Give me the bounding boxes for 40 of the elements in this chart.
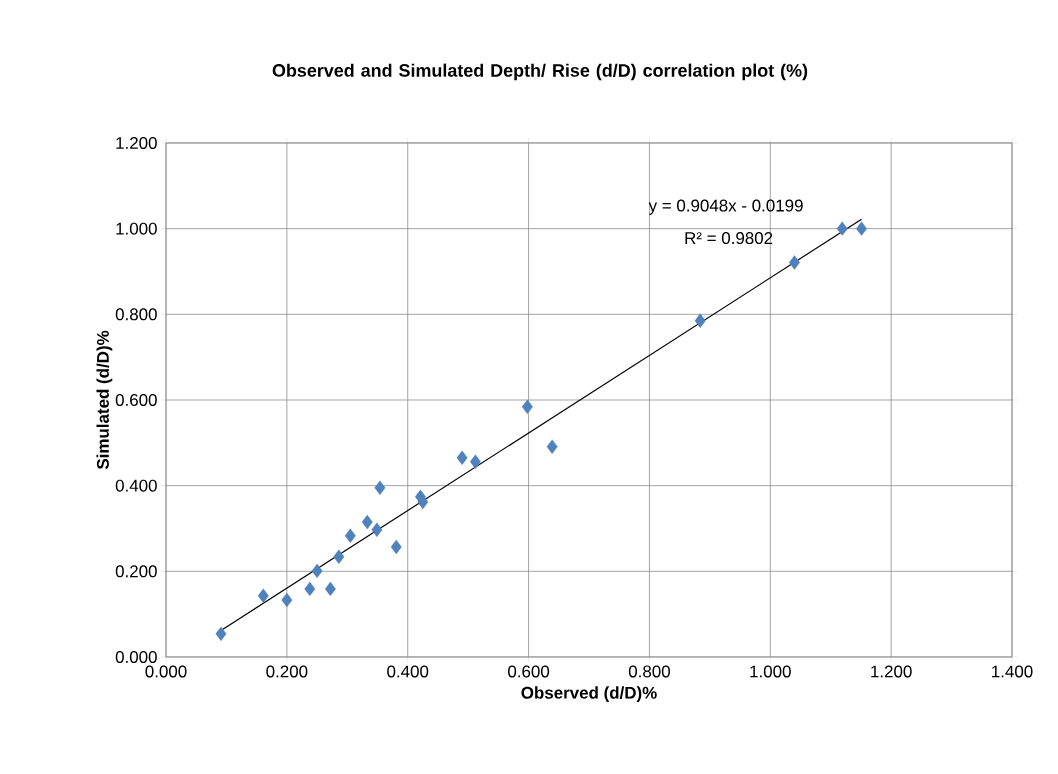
x-tick-label: 1.000 [750, 665, 791, 678]
point [374, 480, 386, 495]
x-tick-label: 1.400 [992, 665, 1033, 678]
y-tick-label: 0.800 [115, 308, 157, 321]
annotation: y = 0.9048x - 0.0199 [648, 199, 803, 215]
point [856, 221, 867, 236]
point [257, 588, 269, 603]
point [789, 255, 800, 270]
point [546, 439, 558, 454]
y-tick-label: 0.600 [115, 393, 157, 406]
chart-title: Observed and Simulated Depth/ Rise (d/D) correlation plot (%) [272, 63, 808, 81]
point [390, 539, 402, 555]
x-tick-label: 0.200 [266, 665, 308, 678]
x-axis-title: Observed (d/D)% [521, 686, 657, 703]
x-tick-label: 0.000 [145, 665, 187, 678]
point [304, 581, 316, 597]
point [324, 581, 336, 597]
x-tick-label: 0.400 [387, 665, 429, 678]
point [694, 313, 706, 328]
y-tick-label: 1.000 [116, 222, 157, 235]
point [311, 563, 323, 579]
point [456, 450, 468, 465]
annotation: R² = 0.9802 [685, 232, 773, 245]
point [361, 514, 373, 530]
y-tick-label: 0.000 [115, 650, 157, 663]
point [836, 221, 848, 236]
y-axis-title: Simulated (d/D)% [96, 330, 113, 470]
point [521, 399, 533, 415]
point [215, 626, 227, 642]
y-tick-label: 0.400 [115, 479, 157, 492]
x-tick-label: 0.600 [508, 665, 550, 678]
point [344, 528, 356, 543]
point [333, 549, 345, 564]
x-tick-label: 1.200 [871, 665, 912, 678]
x-tick-label: 0.800 [628, 665, 670, 678]
point [371, 522, 383, 537]
y-tick-label: 1.200 [116, 136, 157, 149]
y-tick-label: 0.200 [115, 565, 157, 578]
point [281, 592, 293, 608]
point [469, 454, 481, 469]
